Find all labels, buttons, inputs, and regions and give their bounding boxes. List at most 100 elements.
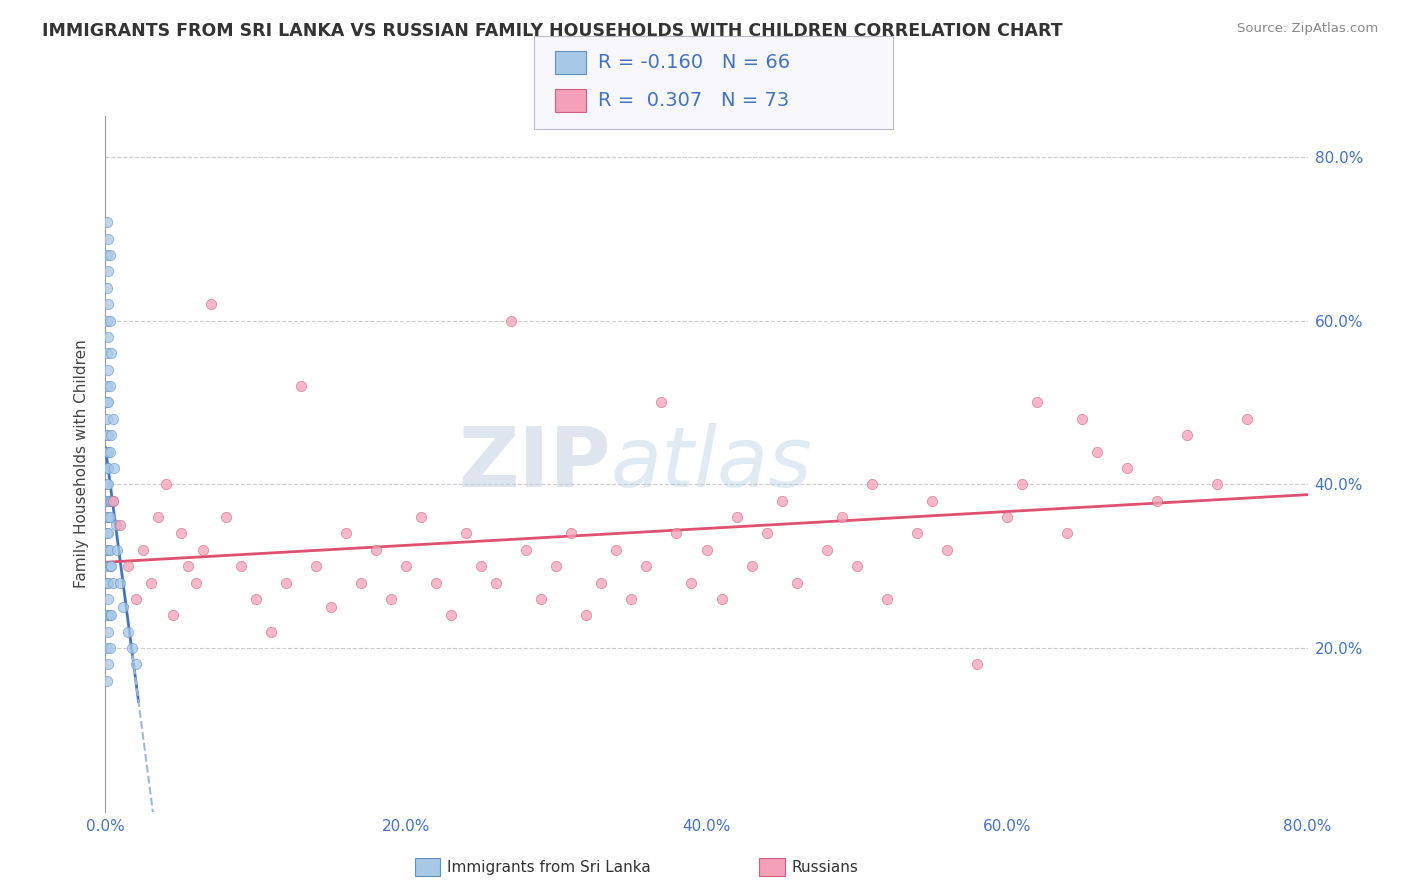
Point <box>305 559 328 574</box>
Point <box>96 575 118 590</box>
Point <box>96 526 118 541</box>
Point <box>876 591 898 606</box>
Point <box>319 600 342 615</box>
Point <box>97 657 120 672</box>
Point <box>97 297 120 311</box>
Point <box>96 542 118 557</box>
Point <box>124 657 146 672</box>
Point <box>96 640 118 655</box>
Point <box>139 575 162 590</box>
Point <box>98 542 121 557</box>
Point <box>470 559 492 574</box>
Point <box>290 379 312 393</box>
Point <box>815 542 838 557</box>
Point <box>681 575 703 590</box>
Point <box>101 493 124 508</box>
Point <box>1026 395 1049 409</box>
Point <box>107 542 129 557</box>
Point <box>100 608 122 623</box>
Point <box>117 624 139 639</box>
Point <box>100 346 122 360</box>
Point <box>112 600 135 615</box>
Point <box>124 591 146 606</box>
Point <box>364 542 387 557</box>
Point <box>245 591 267 606</box>
Point <box>380 591 402 606</box>
Point <box>101 412 124 426</box>
Point <box>200 297 222 311</box>
Point <box>98 559 121 574</box>
Point <box>440 608 463 623</box>
Point <box>755 526 778 541</box>
Point <box>770 493 793 508</box>
Point <box>96 444 118 458</box>
Point <box>100 493 122 508</box>
Point <box>96 412 118 426</box>
Point <box>425 575 447 590</box>
Point <box>1085 444 1108 458</box>
Point <box>454 526 477 541</box>
Point <box>591 575 613 590</box>
Point <box>103 461 125 475</box>
Point <box>97 510 120 524</box>
Point <box>97 624 120 639</box>
Point <box>350 575 373 590</box>
Point <box>710 591 733 606</box>
Point <box>515 542 537 557</box>
Point <box>96 248 118 262</box>
Point <box>96 510 118 524</box>
Point <box>97 493 120 508</box>
Point <box>696 542 718 557</box>
Point <box>96 608 118 623</box>
Point <box>97 559 120 574</box>
Point <box>98 379 121 393</box>
Point <box>845 559 868 574</box>
Point <box>921 493 943 508</box>
Point <box>97 608 120 623</box>
Y-axis label: Family Households with Children: Family Households with Children <box>75 340 90 588</box>
Point <box>966 657 988 672</box>
Point <box>98 444 121 458</box>
Point <box>155 477 177 491</box>
Point <box>96 428 118 442</box>
Point <box>214 510 236 524</box>
Text: Immigrants from Sri Lanka: Immigrants from Sri Lanka <box>447 860 651 874</box>
Point <box>100 559 122 574</box>
Point <box>1116 461 1139 475</box>
Text: ZIP: ZIP <box>458 424 610 504</box>
Point <box>177 559 200 574</box>
Point <box>936 542 959 557</box>
Point <box>335 526 357 541</box>
Point <box>121 640 143 655</box>
Point <box>98 640 121 655</box>
Point <box>110 518 132 533</box>
Point <box>98 510 121 524</box>
Point <box>97 477 120 491</box>
Point <box>274 575 297 590</box>
Point <box>97 395 120 409</box>
Point <box>1011 477 1033 491</box>
Point <box>620 591 643 606</box>
Text: R =  0.307   N = 73: R = 0.307 N = 73 <box>598 91 789 111</box>
Point <box>97 428 120 442</box>
Point <box>1236 412 1258 426</box>
Point <box>96 346 118 360</box>
Point <box>96 477 118 491</box>
Point <box>100 428 122 442</box>
Point <box>97 575 120 590</box>
Point <box>97 264 120 278</box>
Point <box>97 542 120 557</box>
Point <box>485 575 508 590</box>
Text: IMMIGRANTS FROM SRI LANKA VS RUSSIAN FAMILY HOUSEHOLDS WITH CHILDREN CORRELATION: IMMIGRANTS FROM SRI LANKA VS RUSSIAN FAM… <box>42 22 1063 40</box>
Point <box>101 493 124 508</box>
Point <box>395 559 418 574</box>
Point <box>97 444 120 458</box>
Point <box>96 281 118 295</box>
Point <box>530 591 553 606</box>
Point <box>97 591 120 606</box>
Point <box>110 575 132 590</box>
Point <box>1175 428 1198 442</box>
Point <box>1146 493 1168 508</box>
Point <box>501 313 523 327</box>
Point <box>191 542 214 557</box>
